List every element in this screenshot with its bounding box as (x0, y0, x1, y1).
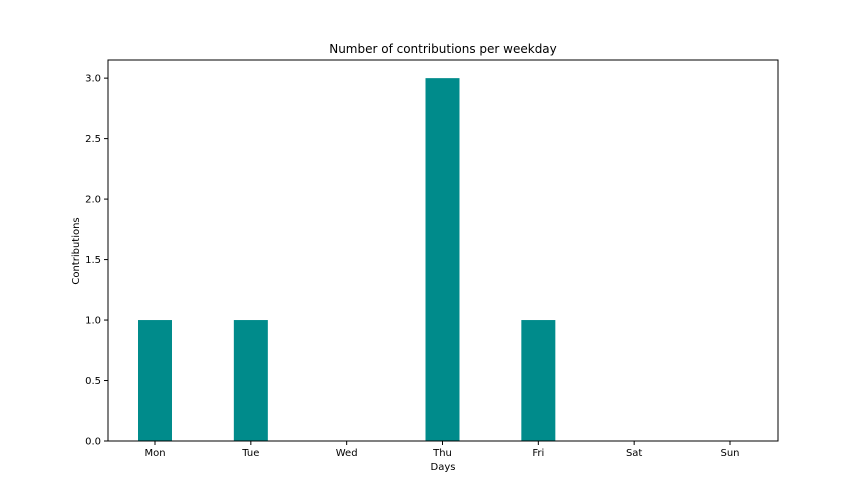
y-tick-label: 1.0 (85, 316, 101, 327)
plot-frame (107, 59, 779, 442)
x-tick-label: Wed (336, 448, 358, 459)
bar-mon (138, 320, 172, 441)
y-tick-label: 0.5 (85, 376, 101, 387)
x-axis-ticks: Mon Tue Wed Thu Fri Sat Sun (144, 441, 740, 459)
bar-fri (521, 320, 556, 441)
y-tick-label: 1.5 (85, 255, 101, 266)
y-axis-label: Contributions (71, 217, 82, 284)
x-tick-label: Tue (241, 448, 259, 459)
y-tick-label: 2.0 (85, 195, 101, 206)
x-tick-label: Thu (432, 448, 452, 459)
bar-tue (233, 320, 268, 441)
bar-thu (425, 78, 460, 442)
bars-group (138, 78, 556, 442)
chart-title: Number of contributions per weekday (329, 42, 557, 56)
x-tick-label: Mon (144, 448, 165, 459)
x-tick-label: Sun (720, 448, 739, 459)
y-tick-label: 0.0 (85, 437, 101, 448)
x-axis-label: Days (431, 462, 456, 473)
x-tick-label: Fri (532, 448, 544, 459)
y-tick-label: 3.0 (85, 74, 101, 85)
x-tick-label: Sat (626, 448, 642, 459)
y-tick-label: 2.5 (85, 134, 101, 145)
y-axis-ticks: 0.0 0.5 1.0 1.5 2.0 2.5 3.0 (85, 74, 108, 448)
